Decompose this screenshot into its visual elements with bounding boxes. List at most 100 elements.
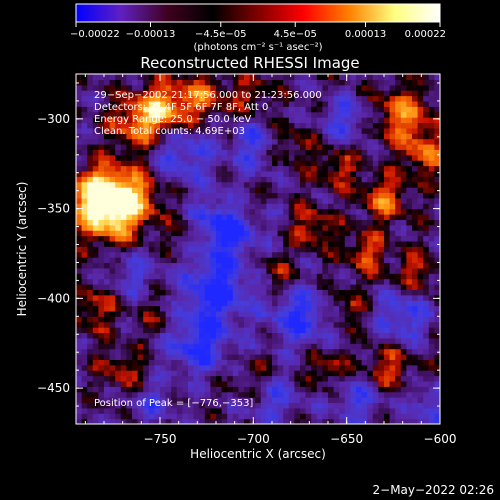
- heatmap-cell: [344, 149, 351, 156]
- heatmap-cell: [255, 208, 262, 215]
- heatmap-cell: [137, 100, 144, 107]
- heatmap-cell: [126, 192, 133, 199]
- heatmap-cell: [104, 165, 111, 172]
- heatmap-cell: [115, 160, 122, 167]
- heatmap-cell: [423, 197, 430, 204]
- heatmap-cell: [356, 375, 363, 382]
- heatmap-cell: [344, 246, 351, 253]
- heatmap-cell: [92, 203, 99, 210]
- heatmap-cell: [210, 133, 217, 140]
- heatmap-cell: [300, 364, 307, 371]
- heatmap-cell: [126, 391, 133, 398]
- heatmap-cell: [283, 208, 290, 215]
- heatmap-cell: [81, 289, 88, 296]
- heatmap-cell: [417, 391, 424, 398]
- heatmap-cell: [143, 197, 150, 204]
- heatmap-cell: [260, 240, 267, 247]
- heatmap-cell: [428, 273, 435, 280]
- heatmap-cell: [199, 267, 206, 274]
- heatmap-cell: [221, 138, 228, 145]
- heatmap-cell: [216, 230, 223, 237]
- heatmap-cell: [316, 84, 323, 91]
- heatmap-cell: [272, 391, 279, 398]
- heatmap-cell: [193, 418, 200, 424]
- heatmap-cell: [87, 262, 94, 269]
- heatmap-cell: [221, 230, 228, 237]
- heatmap-cell: [328, 321, 335, 328]
- heatmap-cell: [311, 386, 318, 393]
- heatmap-cell: [76, 327, 83, 334]
- heatmap-cell: [232, 187, 239, 194]
- heatmap-cell: [120, 354, 127, 360]
- heatmap-cell: [423, 90, 430, 97]
- heatmap-cell: [255, 176, 262, 183]
- heatmap-cell: [76, 192, 83, 199]
- heatmap-cell: [143, 316, 150, 323]
- heatmap-cell: [288, 397, 295, 404]
- heatmap-cell: [423, 348, 430, 355]
- heatmap-cell: [132, 402, 139, 409]
- heatmap-cell: [339, 359, 346, 366]
- heatmap-cell: [406, 95, 413, 102]
- heatmap-cell: [148, 397, 155, 404]
- heatmap-cell: [344, 133, 351, 140]
- heatmap-cell: [160, 397, 167, 404]
- heatmap-cell: [372, 230, 379, 237]
- heatmap-cell: [316, 402, 323, 409]
- heatmap-cell: [395, 208, 402, 215]
- heatmap-cell: [98, 294, 105, 301]
- heatmap-cell: [92, 84, 99, 91]
- heatmap-image: [76, 74, 440, 424]
- heatmap-cell: [395, 149, 402, 156]
- heatmap-cell: [104, 332, 111, 339]
- heatmap-cell: [322, 240, 329, 247]
- heatmap-cell: [266, 337, 273, 344]
- heatmap-cell: [182, 251, 189, 258]
- heatmap-cell: [356, 332, 363, 339]
- heatmap-cell: [154, 122, 161, 129]
- heatmap-cell: [165, 176, 172, 183]
- heatmap-cell: [406, 240, 413, 247]
- heatmap-cell: [182, 310, 189, 317]
- heatmap-cell: [412, 257, 419, 264]
- heatmap-cell: [221, 413, 228, 420]
- heatmap-cell: [81, 391, 88, 398]
- heatmap-cell: [384, 181, 391, 188]
- heatmap-cell: [277, 370, 284, 377]
- heatmap-cell: [384, 208, 391, 215]
- heatmap-cell: [339, 122, 346, 129]
- heatmap-cell: [238, 386, 245, 393]
- heatmap-cell: [137, 278, 144, 285]
- heatmap-cell: [249, 391, 256, 398]
- heatmap-cell: [160, 294, 167, 301]
- heatmap-cell: [406, 149, 413, 156]
- heatmap-cell: [384, 273, 391, 280]
- heatmap-cell: [126, 300, 133, 307]
- heatmap-cell: [255, 321, 262, 328]
- heatmap-cell: [300, 262, 307, 269]
- heatmap-cell: [81, 181, 88, 188]
- heatmap-cell: [372, 364, 379, 371]
- heatmap-cell: [171, 257, 178, 264]
- heatmap-cell: [350, 224, 357, 231]
- heatmap-cell: [277, 117, 284, 124]
- heatmap-cell: [423, 305, 430, 312]
- heatmap-cell: [188, 359, 195, 366]
- heatmap-cell: [412, 235, 419, 242]
- heatmap-cell: [361, 337, 368, 344]
- heatmap-cell: [384, 100, 391, 107]
- heatmap-cell: [361, 165, 368, 172]
- heatmap-cell: [300, 154, 307, 161]
- heatmap-cell: [227, 181, 234, 188]
- heatmap-cell: [305, 160, 312, 167]
- heatmap-cell: [182, 111, 189, 118]
- heatmap-cell: [367, 187, 374, 194]
- heatmap-cell: [344, 305, 351, 312]
- heatmap-cell: [199, 84, 206, 91]
- heatmap-cell: [417, 370, 424, 377]
- heatmap-cell: [132, 289, 139, 296]
- heatmap-cell: [204, 402, 211, 409]
- heatmap-cell: [272, 154, 279, 161]
- heatmap-cell: [92, 289, 99, 296]
- heatmap-cell: [249, 176, 256, 183]
